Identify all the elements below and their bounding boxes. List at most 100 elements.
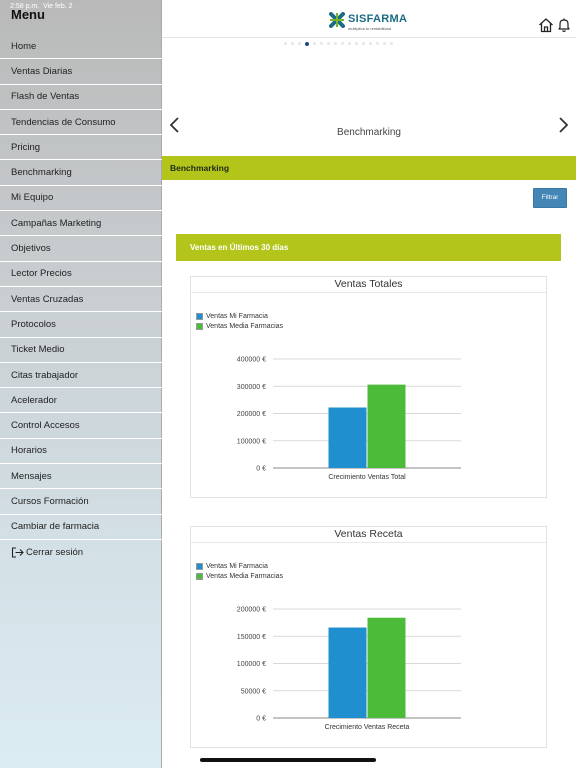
menu-item-label: Home [11,40,37,52]
menu-item-label: Acelerador [11,394,57,406]
menu-item-citas-trabajador[interactable]: Citas trabajador [0,363,162,389]
menu-item-label: Cambiar de farmacia [11,521,100,533]
chart-legend: Ventas Mi Farmacia Ventas Media Farmacias [196,311,283,331]
y-tick-label: 0 € [256,466,266,473]
y-tick-label: 0 € [256,716,266,723]
bar-media-farmacias [367,384,406,468]
menu-item-home[interactable]: Home [0,34,162,60]
menu-item-label: Horarios [11,445,47,457]
bar-chart: 200000 € 150000 € 100000 € 50000 € 0 € Crecim… [237,607,461,731]
menu-item-acelerador[interactable]: Acelerador [0,388,162,414]
menu-item-flash-de-ventas[interactable]: Flash de Ventas [0,85,162,110]
legend-swatch [196,562,203,570]
menu-item-label: Ventas Cruzadas [11,293,84,305]
chevron-right-icon[interactable] [556,116,570,134]
battery-percent: 100% [528,3,546,10]
menu-item-label: Ventas Diarias [11,65,73,77]
y-tick-label: 200000 € [237,607,266,614]
menu-item-cerrar-sesion[interactable]: Cerrar sesión [0,540,162,565]
menu-item-cambiar-de-farmacia[interactable]: Cambiar de farmacia [0,515,162,540]
menu-item-label: Pricing [11,141,41,153]
carousel-pagination[interactable] [284,41,393,46]
pagination-dot[interactable] [298,42,301,45]
menu-item-label: Benchmarking [11,167,72,179]
chart-title: Ventas Totales [191,277,546,293]
status-right: 100% [515,3,566,10]
menu-item-cursos-formacion[interactable]: Cursos Formación [0,489,162,515]
legend-item[interactable]: Ventas Mi Farmacia [196,561,283,571]
pagination-dot[interactable] [284,42,287,45]
menu-item-label: Objetivos [11,243,51,255]
pagination-dot[interactable] [341,42,344,45]
menu-item-label: Protocolos [11,318,56,330]
legend-item[interactable]: Ventas Media Farmacias [196,321,283,331]
menu-item-protocolos[interactable]: Protocolos [0,312,162,338]
bar-chart: 400000 € 300000 € 200000 € 100000 € 0 € Creci… [237,357,461,481]
sidebar-menu: Menu Home Ventas Diarias Flash de Ventas Te… [0,0,162,768]
x-tick-label: Crecimiento Ventas Receta [325,724,410,731]
menu-item-label: Tendencias de Consumo [11,116,116,128]
pagination-dot[interactable] [334,42,337,45]
legend-label: Ventas Media Farmacias [206,572,284,580]
menu-item-ventas-cruzadas[interactable]: Ventas Cruzadas [0,287,162,313]
menu-item-label: Lector Precios [11,268,72,280]
pagination-dot[interactable] [305,41,309,46]
menu-item-pricing[interactable]: Pricing [0,135,162,161]
menu-item-ventas-diarias[interactable]: Ventas Diarias [0,59,162,85]
legend-item[interactable]: Ventas Media Farmacias [196,571,283,581]
brand-tagline: multiplica tu rentabilidad [348,26,391,31]
logout-label: Cerrar sesión [26,547,84,559]
legend-swatch [196,572,203,580]
menu-item-lector-precios[interactable]: Lector Precios [0,262,162,287]
pagination-dot[interactable] [291,42,294,45]
chevron-left-icon[interactable] [168,116,182,134]
y-tick-label: 100000 € [237,438,266,445]
y-tick-label: 50000 € [241,688,266,695]
pagination-dot[interactable] [390,42,393,45]
menu-item-benchmarking[interactable]: Benchmarking [0,160,162,186]
legend-label: Ventas Media Farmacias [206,322,284,330]
menu-item-label: Citas trabajador [11,369,79,381]
menu-item-label: Ticket Medio [11,344,65,356]
bell-icon[interactable] [556,17,572,33]
menu-item-label: Mensajes [11,470,52,482]
panel-header: Ventas en Últimos 30 días [176,234,561,261]
menu-item-ticket-medio[interactable]: Ticket Medio [0,338,162,363]
menu-item-mensajes[interactable]: Mensajes [0,464,162,490]
pagination-dot[interactable] [355,42,358,45]
menu-item-objetivos[interactable]: Objetivos [0,236,162,262]
home-icon[interactable] [538,17,554,33]
pagination-dot[interactable] [313,42,316,45]
status-time: 2:58 p.m. Vie feb. 2 [10,3,73,10]
brand-name: SISFARMA [348,13,408,25]
main-content: SISFARMA multiplica tu rentabilidad Benc… [162,0,576,768]
menu-item-control-accesos[interactable]: Control Accesos [0,413,162,439]
pagination-dot[interactable] [348,42,351,45]
menu-item-campanas-marketing[interactable]: Campañas Marketing [0,211,162,237]
logout-icon [11,547,24,558]
wifi-icon [515,3,524,10]
pagination-dot[interactable] [369,42,372,45]
x-tick-label: Crecimiento Ventas Total [328,474,406,481]
home-indicator [200,758,376,762]
y-tick-label: 200000 € [237,411,266,418]
menu-item-tendencias-de-consumo[interactable]: Tendencias de Consumo [0,110,162,136]
filter-button[interactable]: Filtrar [533,188,567,208]
menu-item-label: Cursos Formación [11,495,89,507]
menu-item-horarios[interactable]: Horarios [0,439,162,465]
pagination-dot[interactable] [320,42,323,45]
menu-title: Menu [11,7,45,22]
pagination-dot[interactable] [383,42,386,45]
menu-item-label: Flash de Ventas [11,91,80,103]
y-tick-label: 150000 € [237,634,266,641]
pagination-dot[interactable] [376,42,379,45]
carousel-title: Benchmarking [337,127,401,138]
brand-logo[interactable]: SISFARMA multiplica tu rentabilidad [329,12,408,31]
pagination-dot[interactable] [362,42,365,45]
y-tick-label: 300000 € [237,384,266,391]
pagination-dot[interactable] [327,42,330,45]
legend-item[interactable]: Ventas Mi Farmacia [196,311,283,321]
menu-item-label: Campañas Marketing [11,217,102,229]
menu-list: Home Ventas Diarias Flash de Ventas Tendenc… [0,34,162,565]
menu-item-mi-equipo[interactable]: Mi Equipo [0,186,162,212]
